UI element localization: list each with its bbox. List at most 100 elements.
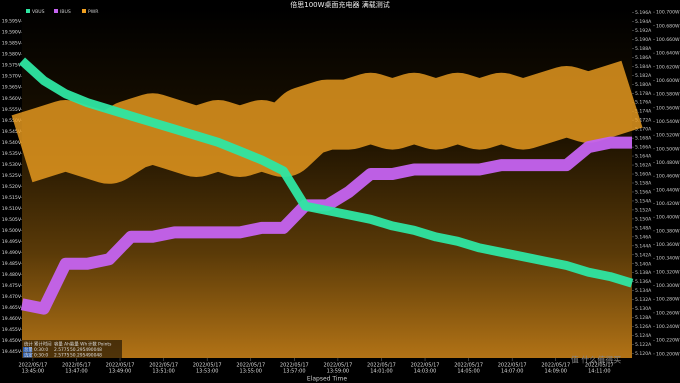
y-tick-label: 19.495V — [2, 239, 22, 245]
x-tick-label: 13:57:00 — [283, 369, 305, 375]
y-tick-label: 100.700W — [656, 10, 680, 16]
legend-label: PWR — [88, 9, 99, 15]
y-tick-label: 5.170A — [635, 127, 652, 133]
x-tick-label: 14:09:00 — [545, 369, 567, 375]
table-cell: 2.5775 — [54, 353, 70, 359]
table-cell: 0:30:0 — [34, 353, 48, 359]
y-tick-label: 19.560V — [2, 96, 22, 102]
y-tick-label: 5.124A — [635, 333, 652, 339]
y-tick-label: 19.490V — [2, 250, 22, 256]
y-tick-label: 19.530V — [2, 162, 22, 168]
y-tick-label: 100.340W — [656, 256, 680, 262]
y-tick-label: 100.580W — [656, 92, 680, 98]
y-tick-label: 100.440W — [656, 187, 680, 193]
y-tick-label: 100.260W — [656, 310, 680, 316]
table-cell: 50.2954 — [70, 353, 88, 359]
y-tick-label: 19.450V — [2, 338, 22, 344]
y-tick-label: 19.465V — [2, 305, 22, 311]
y-tick-label: 19.480V — [2, 272, 22, 278]
x-tick-label: 14:01:00 — [370, 369, 392, 375]
table-cell: 选定 — [24, 352, 33, 359]
x-tick-label: 2022/05/17 — [18, 363, 47, 369]
y-tick-label: 5.188A — [635, 46, 652, 52]
table-cell: 90048 — [88, 353, 102, 359]
series-line — [18, 57, 634, 288]
y-tick-label: 19.585V — [2, 41, 22, 47]
y-tick-label: 5.140A — [635, 261, 652, 267]
y-tick-label: 19.470V — [2, 294, 22, 300]
y-tick-label: 5.182A — [635, 73, 652, 79]
x-tick-label: 2022/05/17 — [62, 363, 91, 369]
y-tick-label: 5.142A — [635, 252, 652, 258]
y-tick-label: 5.160A — [635, 172, 652, 178]
y-tick-label: 5.172A — [635, 118, 652, 124]
series-line — [8, 60, 646, 184]
y-tick-label: 100.240W — [656, 324, 680, 330]
x-tick-label: 14:07:00 — [501, 369, 523, 375]
y-tick-label: 19.520V — [2, 184, 22, 190]
x-tick-label: 14:05:00 — [457, 369, 479, 375]
y-tick-label: 100.320W — [656, 269, 680, 275]
table-cell: 2.5775 — [54, 347, 70, 353]
y-tick-label: 19.510V — [2, 206, 22, 212]
x-tick-label: 2022/05/17 — [280, 363, 309, 369]
stats-panel — [22, 340, 122, 358]
y-tick-label: 5.136A — [635, 279, 652, 285]
y-tick-label: 100.420W — [656, 201, 680, 207]
x-tick-label: 13:45:00 — [22, 369, 44, 375]
y-tick-label: 5.186A — [635, 55, 652, 61]
x-axis-label: Elapsed Time — [307, 376, 347, 383]
y-tick-label: 100.620W — [656, 64, 680, 70]
y-tick-label: 100.600W — [656, 78, 680, 84]
x-tick-label: 13:49:00 — [109, 369, 131, 375]
y-tick-label: 100.480W — [656, 160, 680, 166]
y-tick-label: 19.535V — [2, 151, 22, 157]
chart-title: 倍思100W桌面充电器 满载测试 — [290, 0, 390, 9]
y-tick-label: 19.460V — [2, 316, 22, 322]
table-cell: 50.2954 — [70, 347, 88, 353]
y-tick-label: 5.144A — [635, 243, 652, 249]
legend-swatch — [54, 9, 58, 13]
x-tick-label: 2022/05/17 — [454, 363, 483, 369]
table-cell: 90048 — [88, 347, 102, 353]
y-tick-label: 5.166A — [635, 145, 652, 151]
y-tick-label: 100.460W — [656, 174, 680, 180]
y-tick-label: 5.180A — [635, 82, 652, 88]
legend-swatch — [26, 9, 30, 13]
y-tick-label: 100.360W — [656, 242, 680, 248]
y-tick-label: 100.400W — [656, 215, 680, 221]
y-tick-label: 5.162A — [635, 163, 652, 169]
y-tick-label: 5.154A — [635, 198, 652, 204]
y-tick-label: 5.174A — [635, 109, 652, 115]
table-row-bg — [23, 347, 32, 352]
y-tick-label: 5.152A — [635, 207, 652, 213]
y-tick-label: 5.190A — [635, 37, 652, 43]
table-header: 累计时间 — [34, 341, 52, 348]
y-tick-label: 5.126A — [635, 324, 652, 330]
x-tick-label: 2022/05/17 — [585, 363, 614, 369]
y-tick-label: 19.580V — [2, 52, 22, 58]
x-tick-label: 14:11:00 — [588, 369, 610, 375]
x-tick-label: 14:03:00 — [414, 369, 436, 375]
x-tick-label: 2022/05/17 — [236, 363, 265, 369]
legend-swatch — [82, 9, 86, 13]
y-tick-label: 5.134A — [635, 288, 652, 294]
y-tick-label: 5.184A — [635, 64, 652, 70]
y-tick-label: 19.575V — [2, 63, 22, 69]
x-tick-label: 13:59:00 — [327, 369, 349, 375]
table-row-bg — [23, 352, 32, 358]
y-tick-label: 19.540V — [2, 140, 22, 146]
y-tick-label: 19.555V — [2, 107, 22, 113]
y-tick-label: 100.500W — [656, 146, 680, 152]
x-tick-label: 2022/05/17 — [149, 363, 178, 369]
y-tick-label: 5.138A — [635, 270, 652, 276]
x-tick-label: 2022/05/17 — [498, 363, 527, 369]
x-tick-label: 13:53:00 — [196, 369, 218, 375]
x-tick-label: 2022/05/17 — [323, 363, 352, 369]
series-line — [20, 136, 632, 315]
table-header: 能量 Wh — [70, 341, 88, 348]
y-tick-label: 5.158A — [635, 181, 652, 187]
y-tick-label: 19.455V — [2, 327, 22, 333]
y-tick-label: 100.520W — [656, 133, 680, 139]
x-tick-label: 13:47:00 — [65, 369, 87, 375]
